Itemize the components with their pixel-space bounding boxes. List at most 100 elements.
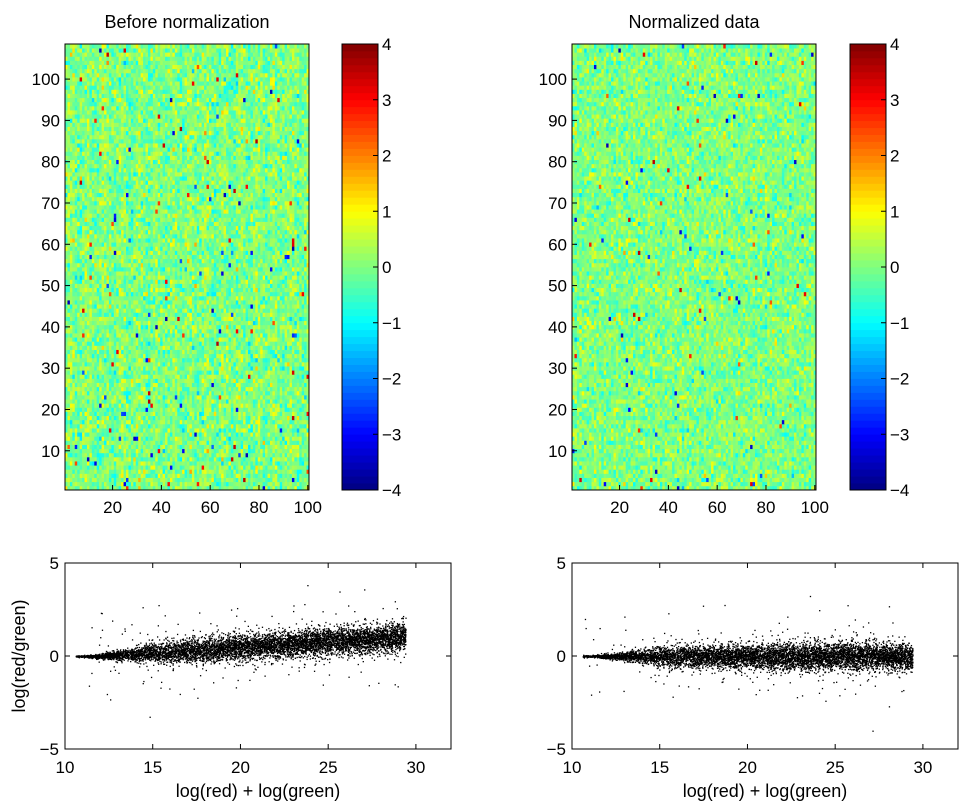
heatmap-cell — [128, 444, 132, 450]
heatmap-cell — [289, 361, 293, 367]
heatmap-cell — [74, 485, 78, 491]
heatmap-cell — [99, 316, 102, 322]
heatmap-cell — [226, 337, 229, 342]
heatmap-cell — [160, 452, 163, 458]
heatmap-cell — [79, 382, 83, 388]
heatmap-cell — [208, 395, 212, 400]
heatmap-cell — [255, 428, 259, 433]
heatmap-cell — [126, 382, 129, 388]
heatmap-cell — [160, 473, 163, 478]
heatmap-cell — [101, 477, 105, 483]
heatmap-cell — [138, 320, 141, 326]
heatmap-cell — [126, 345, 129, 350]
heatmap-cell — [255, 345, 259, 350]
heatmap-cell — [84, 320, 88, 326]
heatmap-cell — [182, 283, 185, 288]
heatmap-cell — [248, 357, 251, 363]
heatmap-cell — [191, 382, 195, 388]
heatmap-cell — [279, 374, 283, 379]
heatmap-cell — [299, 291, 303, 297]
heatmap-cell — [279, 304, 283, 309]
heatmap-cell — [265, 370, 268, 375]
heatmap-cell — [123, 374, 127, 379]
heatmap-cell — [184, 419, 188, 425]
heatmap-cell — [89, 366, 93, 371]
heatmap-cell — [172, 357, 176, 363]
heatmap-cell — [167, 353, 171, 359]
heatmap-cell — [213, 333, 217, 338]
heatmap-cell — [304, 337, 307, 342]
heatmap-cell — [182, 423, 185, 429]
heatmap-cell — [199, 378, 202, 383]
heatmap-cell — [282, 295, 285, 301]
heatmap-cell — [152, 469, 156, 474]
heatmap-cell — [267, 324, 271, 330]
heatmap-cell — [106, 320, 110, 326]
heatmap-cell — [243, 349, 246, 355]
heatmap-cell — [157, 345, 161, 350]
heatmap-cell — [184, 308, 188, 313]
heatmap-cell — [277, 300, 281, 305]
heatmap-cell — [155, 465, 159, 470]
heatmap-cell — [306, 403, 310, 408]
heatmap-cell — [269, 440, 273, 445]
heatmap-cell — [72, 436, 76, 441]
heatmap-cell — [233, 345, 237, 350]
heatmap-cell — [187, 436, 190, 441]
heatmap-cell — [267, 345, 271, 350]
heatmap-cell — [67, 357, 71, 363]
heatmap-cell — [245, 399, 249, 404]
heatmap-cell — [299, 370, 303, 375]
heatmap-cell — [260, 403, 263, 408]
heatmap-cell — [133, 295, 137, 301]
heatmap-cell — [248, 411, 251, 417]
heatmap-cell — [143, 461, 146, 466]
heatmap-cell — [165, 407, 168, 412]
heatmap-cell — [133, 456, 137, 462]
heatmap-cell — [223, 374, 227, 379]
heatmap-cell — [89, 300, 93, 305]
heatmap-cell — [233, 361, 237, 367]
heatmap-cell — [250, 428, 254, 433]
heatmap-cell — [174, 436, 178, 441]
heatmap-cell — [140, 283, 144, 288]
heatmap-cell — [272, 428, 276, 433]
heatmap-cell — [138, 341, 141, 346]
heatmap-cell — [94, 469, 98, 474]
heatmap-cell — [282, 436, 285, 441]
heatmap-cell — [143, 378, 146, 383]
heatmap-cell — [267, 295, 271, 301]
heatmap-cell — [255, 407, 259, 412]
heatmap-cell — [86, 448, 90, 454]
heatmap-cell — [116, 461, 120, 466]
heatmap-cell — [272, 324, 276, 330]
heatmap-cell — [116, 415, 120, 421]
heatmap-cell — [287, 345, 290, 350]
heatmap-cell — [184, 428, 188, 433]
heatmap-cell — [238, 283, 242, 288]
heatmap-cell — [96, 444, 100, 450]
heatmap-cell — [269, 390, 273, 396]
heatmap-cell — [240, 481, 244, 487]
heatmap-cell — [299, 411, 303, 417]
heatmap-cell — [118, 341, 122, 346]
heatmap-cell — [155, 291, 159, 297]
heatmap-cell — [184, 436, 188, 441]
heatmap-cell — [79, 448, 83, 454]
heatmap-cell — [204, 378, 207, 383]
heatmap-cell — [204, 304, 207, 309]
heatmap-cell — [72, 452, 76, 458]
heatmap-cell — [240, 345, 244, 350]
heatmap-cell — [126, 390, 129, 396]
heatmap-cell — [82, 353, 85, 359]
heatmap-cell — [84, 461, 88, 466]
heatmap-cell — [182, 378, 185, 383]
heatmap-cell — [138, 295, 141, 301]
heatmap-cell — [269, 333, 273, 338]
heatmap-cell — [243, 304, 246, 309]
heatmap-cell — [113, 456, 117, 462]
heatmap-cell — [169, 469, 173, 474]
heatmap-cell — [121, 345, 124, 350]
heatmap-cell — [191, 415, 195, 421]
heatmap-cell — [304, 386, 307, 392]
